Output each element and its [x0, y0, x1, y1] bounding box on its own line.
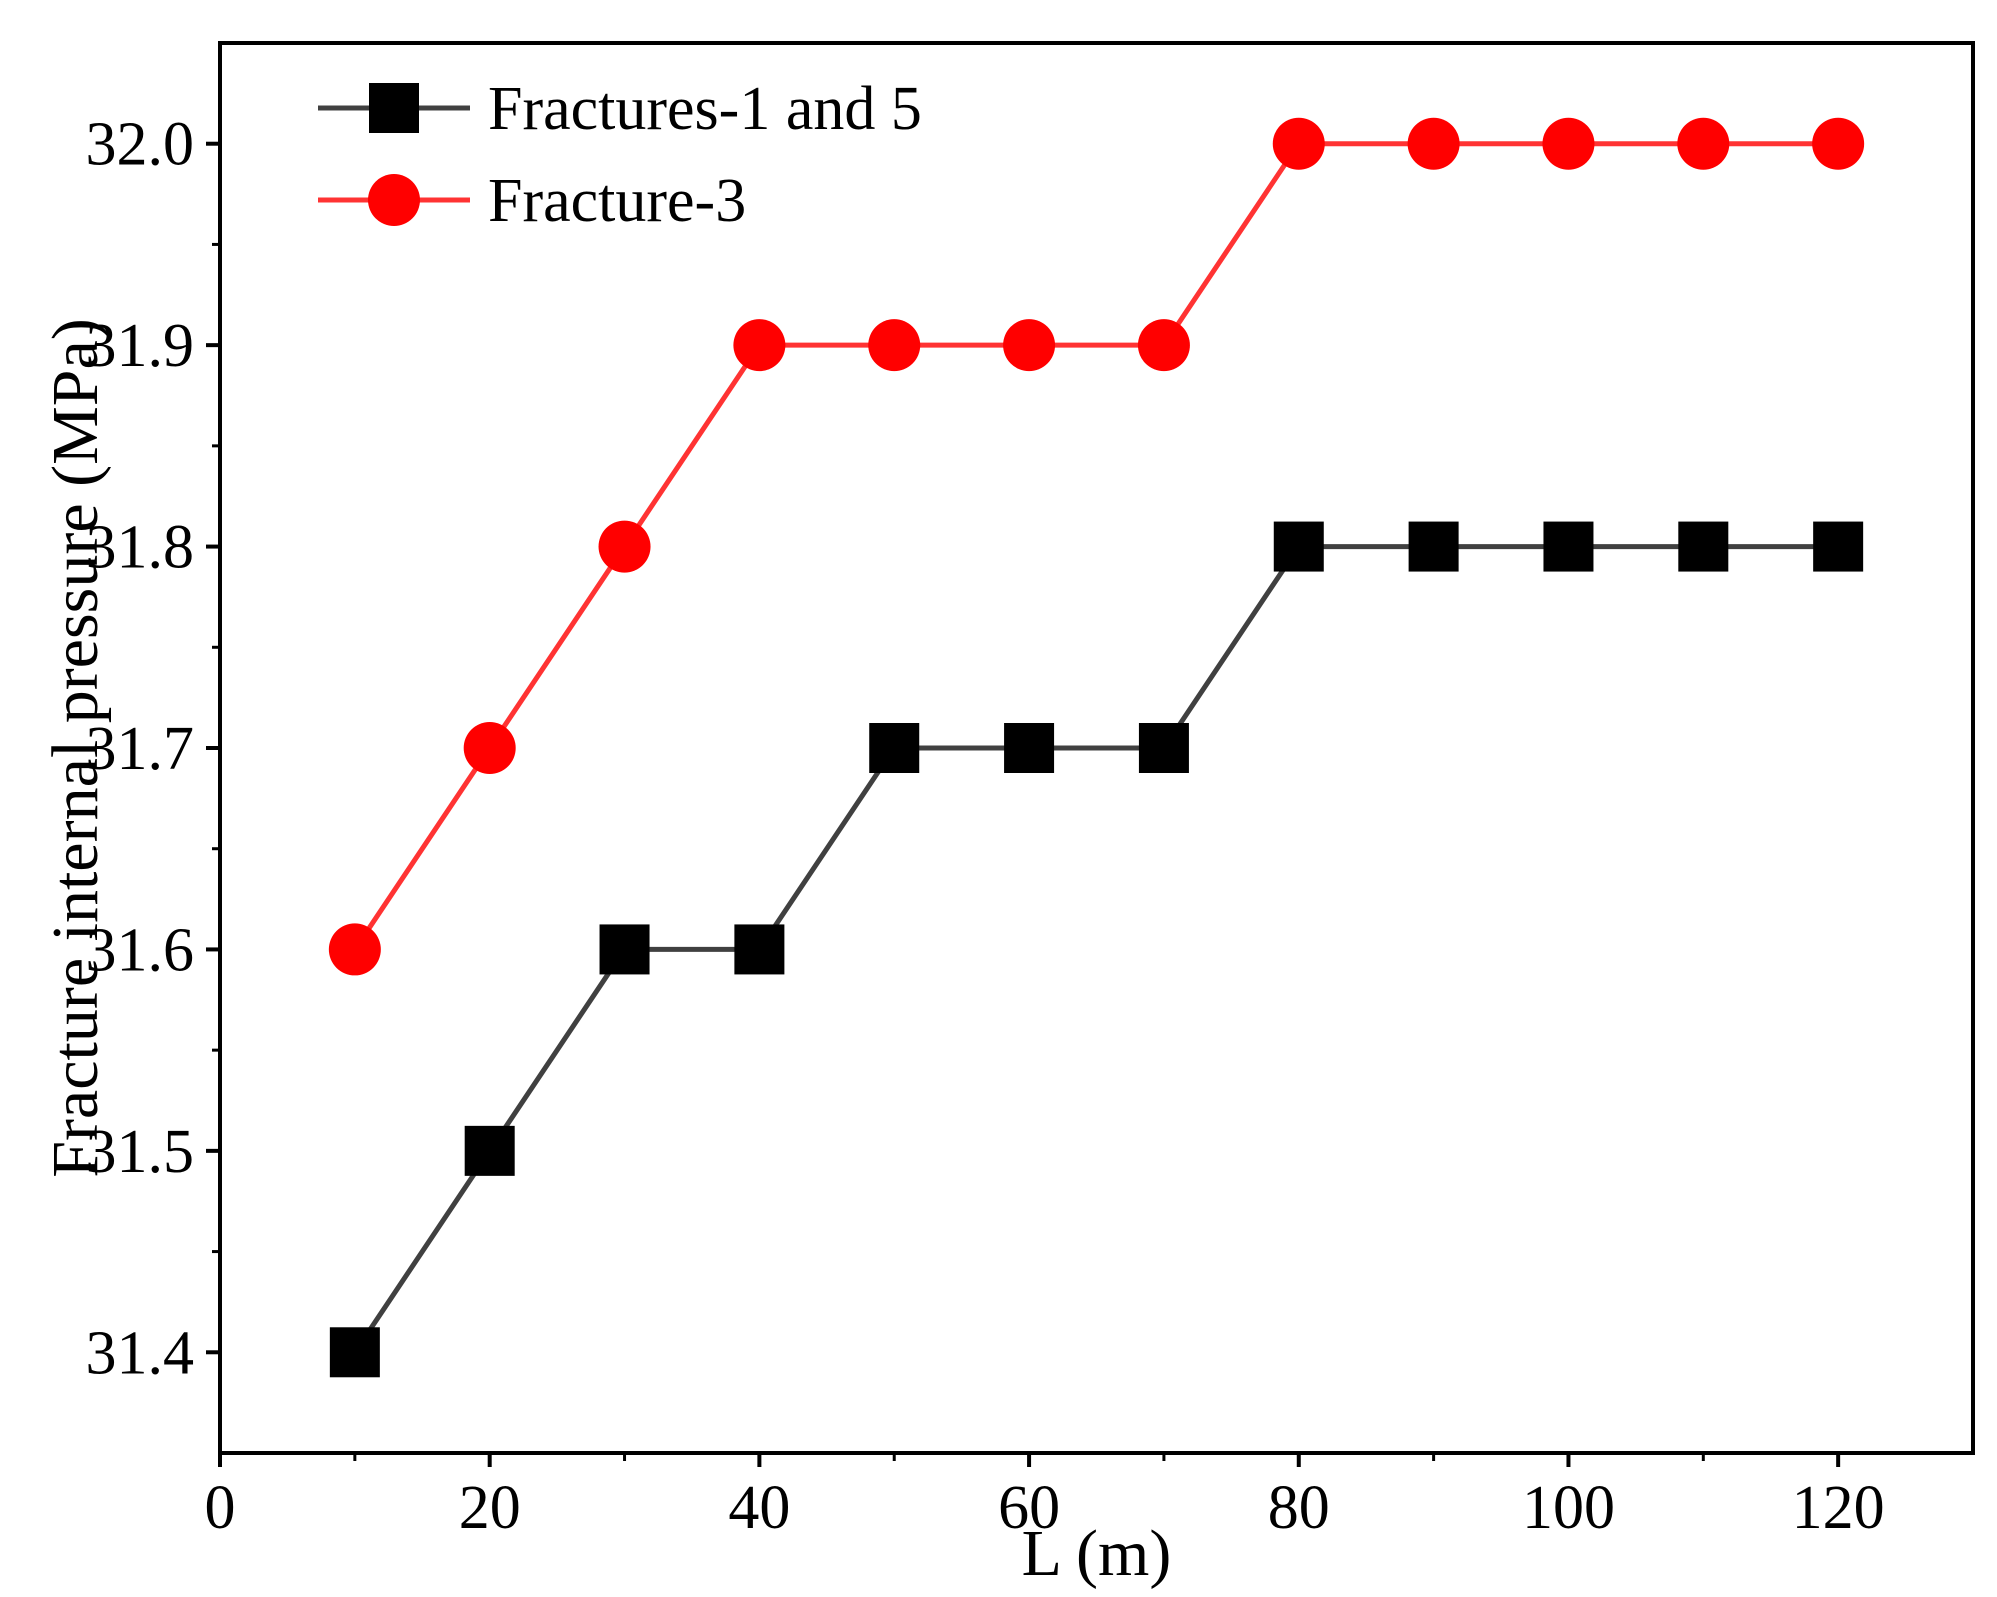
data-point [734, 924, 785, 975]
y-tick-label: 31.5 [86, 1118, 195, 1186]
series-line [352, 544, 1839, 1354]
data-point [1678, 521, 1729, 572]
y-tick-label: 31.9 [86, 312, 195, 380]
x-tick-label: 20 [459, 1474, 521, 1542]
plot-frame [218, 41, 1975, 1455]
data-point [1812, 117, 1865, 170]
series-fracture-3 [328, 117, 1865, 976]
data-point [598, 520, 651, 573]
data-point [328, 923, 381, 976]
legend-label-fracture-3: Fracture-3 [488, 167, 746, 235]
data-point [1273, 521, 1324, 572]
data-point [1407, 117, 1460, 170]
data-point [1004, 723, 1055, 773]
data-point [1677, 117, 1730, 170]
y-tick-label: 32.0 [86, 111, 195, 179]
plot-area [328, 117, 1865, 1378]
series-fractures-1-and-5 [329, 521, 1864, 1378]
x-tick-label: 0 [205, 1474, 236, 1542]
y-tick-label: 31.7 [86, 715, 195, 783]
legend-label-fractures-1-and-5: Fractures-1 and 5 [488, 75, 922, 143]
data-point [1138, 723, 1189, 773]
x-tick-label: 60 [998, 1474, 1060, 1542]
axis-ticks: 0 20 40 60 80 100 120 31.4 31.5 31.6 31.7 31.8 31.9 3… [86, 111, 1885, 1542]
x-tick-label: 100 [1522, 1474, 1615, 1542]
legend-item-fractures-1-and-5: Fractures-1 and 5 [318, 75, 922, 143]
data-point [463, 722, 516, 774]
x-tick-label: 40 [728, 1474, 790, 1542]
y-axis-title: Fracture internal pressure (MPa) [39, 318, 112, 1178]
data-point [1272, 117, 1325, 170]
legend-item-fracture-3: Fracture-3 [318, 167, 746, 235]
x-tick-label: 80 [1268, 1474, 1330, 1542]
legend-circle-marker [368, 174, 420, 226]
legend-square-marker [369, 83, 419, 133]
data-point [329, 1327, 380, 1378]
y-tick-label: 31.6 [86, 916, 195, 984]
data-point [733, 319, 786, 372]
data-point [869, 723, 920, 773]
x-tick-label: 120 [1792, 1474, 1885, 1542]
data-point [1543, 521, 1594, 572]
data-point [1003, 319, 1056, 372]
y-tick-label: 31.8 [86, 514, 195, 582]
data-point [464, 1125, 515, 1176]
legend: Fractures-1 and 5 Fracture-3 [318, 75, 922, 235]
x-axis-title: L (m) [1022, 1517, 1172, 1590]
y-tick-label: 31.4 [86, 1319, 195, 1387]
data-point [868, 319, 921, 372]
data-point [1542, 117, 1595, 170]
data-point [1408, 521, 1459, 572]
data-point [1137, 319, 1190, 372]
data-point [1813, 521, 1864, 572]
data-point [599, 924, 650, 975]
